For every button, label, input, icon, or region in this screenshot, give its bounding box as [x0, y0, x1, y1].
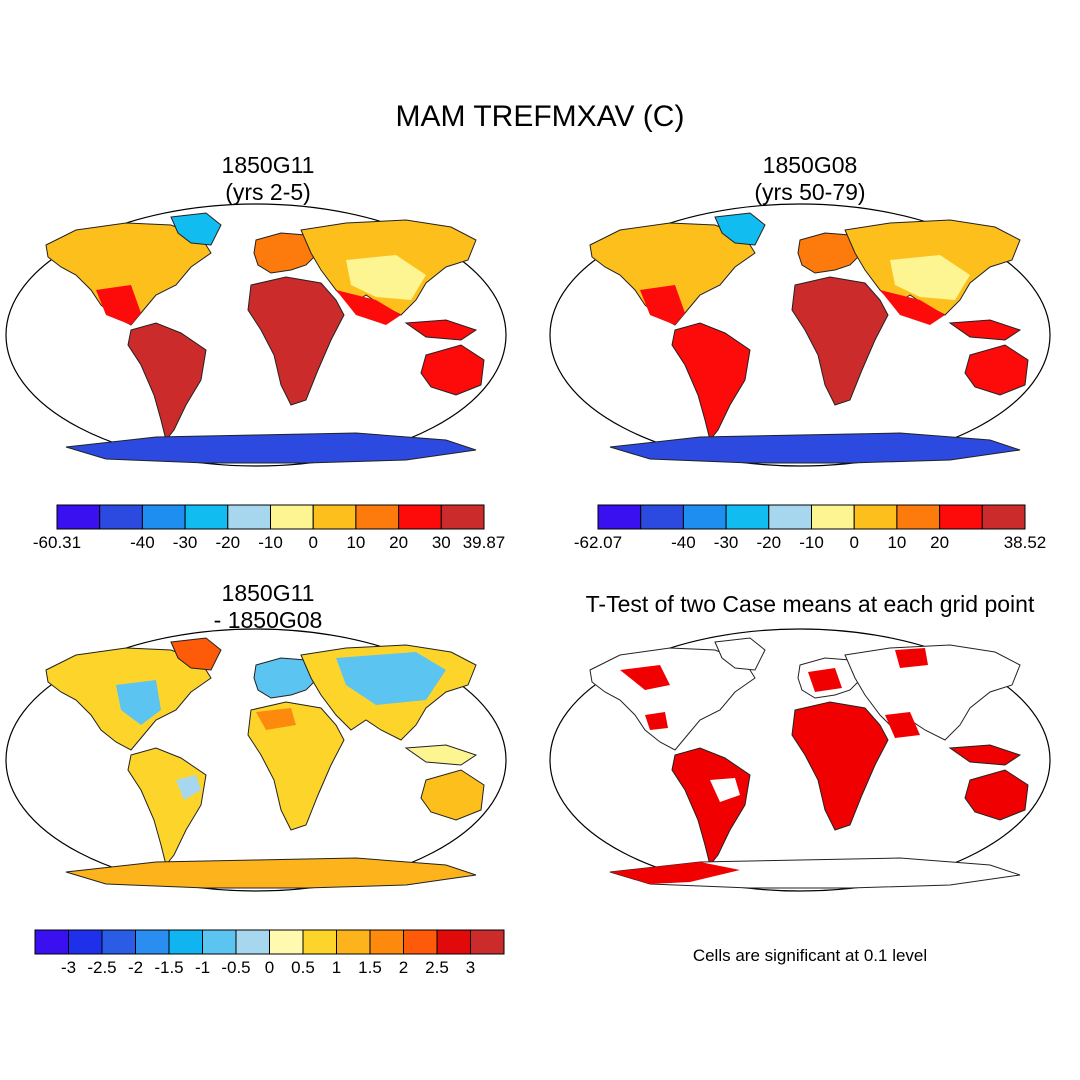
colorbar-swatch — [597, 504, 642, 530]
colorbar-swatch — [56, 504, 101, 530]
colorbar-swatch — [470, 929, 505, 955]
colorbar-swatch — [440, 504, 485, 530]
colorbar-tick-label: 0 — [849, 533, 858, 552]
colorbar-tick-label: 0 — [265, 958, 274, 977]
colorbar-diff: -3 -2.5 -2 -1.5 -1 -0.5 0 0.5 1 1.5 2 2.5 3 — [34, 929, 505, 977]
colorbar-swatch — [398, 504, 442, 530]
colorbar-tick-label: 20 — [389, 533, 408, 552]
colorbar-tick-label: 2.5 — [425, 958, 449, 977]
colorbar-swatch — [184, 504, 229, 530]
colorbar-swatch — [403, 929, 438, 955]
map-case1 — [5, 203, 507, 467]
colorbar-swatch — [369, 929, 404, 955]
colorbar-swatch — [269, 929, 304, 955]
colorbar-tick-label: -30 — [173, 533, 198, 552]
colorbar-swatch — [768, 504, 812, 530]
panel-title-diff: 1850G11 - 1850G08 — [128, 580, 408, 634]
panel-title-case1-line2: (yrs 2-5) — [225, 179, 311, 205]
colorbar-tick-label: -2.5 — [87, 958, 116, 977]
colorbar-swatch — [141, 504, 186, 530]
colorbar-swatch — [101, 929, 136, 955]
colorbar-swatch — [135, 929, 170, 955]
colorbar-swatch — [640, 504, 684, 530]
colorbar-tick-label: 10 — [346, 533, 365, 552]
colorbar-tick-label: -30 — [714, 533, 739, 552]
colorbar-tick-label: 3 — [466, 958, 475, 977]
colorbar-tick-label: 10 — [887, 533, 906, 552]
colorbar-tick-label: -20 — [216, 533, 241, 552]
colorbar-swatch — [168, 929, 203, 955]
panel-title-case1: 1850G11 (yrs 2-5) — [128, 152, 408, 206]
panel-title-case1-line1: 1850G11 — [221, 152, 315, 178]
colorbar-swatch — [355, 504, 400, 530]
colorbar-swatch — [939, 504, 983, 530]
colorbar-tick-label: 1.5 — [358, 958, 382, 977]
colorbar-tick-label: -3 — [61, 958, 76, 977]
panel-title-ttest: T-Test of two Case means at each grid po… — [550, 591, 1070, 618]
colorbar-swatch — [811, 504, 855, 530]
colorbar-swatch — [68, 929, 103, 955]
colorbar-tick-label: -40 — [671, 533, 696, 552]
colorbar-tick-label: 1 — [332, 958, 341, 977]
colorbar-tick-label: -20 — [757, 533, 782, 552]
colorbar-swatch — [227, 504, 272, 530]
colorbar-tick-label: -2 — [128, 958, 143, 977]
colorbar-swatch — [981, 504, 1026, 530]
colorbar-tick-label: 0 — [308, 533, 317, 552]
significance-note: Cells are significant at 0.1 level — [692, 946, 928, 965]
colorbar-tick-label: 0.5 — [291, 958, 315, 977]
map-diff — [5, 628, 507, 892]
colorbar-tick-label: -0.5 — [221, 958, 250, 977]
map-ttest — [549, 628, 1051, 892]
colorbar-tick-label: 30 — [432, 533, 451, 552]
colorbar-tick-label: 2 — [399, 958, 408, 977]
colorbar-swatch — [725, 504, 770, 530]
colorbar-swatch — [202, 929, 237, 955]
panel-title-case2: 1850G08 (yrs 50-79) — [670, 152, 950, 206]
colorbar-tick-label: -60.31 — [33, 533, 81, 552]
colorbar-tick-label: -10 — [258, 533, 283, 552]
panel-title-case2-line1: 1850G08 — [762, 152, 858, 178]
colorbar-tick-label: -40 — [130, 533, 155, 552]
colorbar-tick-label: 20 — [930, 533, 949, 552]
colorbar-swatch — [34, 929, 69, 955]
colorbar-swatch — [336, 929, 371, 955]
colorbar-swatch — [853, 504, 898, 530]
colorbar-swatch — [235, 929, 270, 955]
panel-title-case2-line2: (yrs 50-79) — [754, 179, 866, 205]
colorbar-tick-label: -62.07 — [574, 533, 622, 552]
colorbar-swatch — [896, 504, 941, 530]
colorbar-tick-label: -1.5 — [154, 958, 183, 977]
colorbar-case1: -60.31 -40 -30 -20 -10 0 10 20 30 39.87 — [33, 504, 506, 552]
colorbar-swatch — [99, 504, 143, 530]
colorbar-tick-label: -10 — [799, 533, 824, 552]
panel-title-ttest-line1: T-Test of two Case means at each grid po… — [585, 591, 1035, 617]
colorbar-swatch — [436, 929, 471, 955]
map-case2 — [549, 203, 1051, 467]
colorbar-tick-label: 38.52 — [1004, 533, 1047, 552]
colorbar-swatch — [682, 504, 727, 530]
colorbar-tick-label: -1 — [195, 958, 210, 977]
colorbar-swatch — [312, 504, 357, 530]
colorbar-swatch — [270, 504, 314, 530]
panel-title-diff-line1: 1850G11 — [221, 580, 315, 606]
figure-title: MAM TREFMXAV (C) — [395, 100, 685, 133]
colorbar-swatch — [302, 929, 337, 955]
colorbar-tick-label: 39.87 — [463, 533, 506, 552]
colorbar-case2: -62.07 -40 -30 -20 -10 0 10 20 38.52 — [574, 504, 1047, 552]
